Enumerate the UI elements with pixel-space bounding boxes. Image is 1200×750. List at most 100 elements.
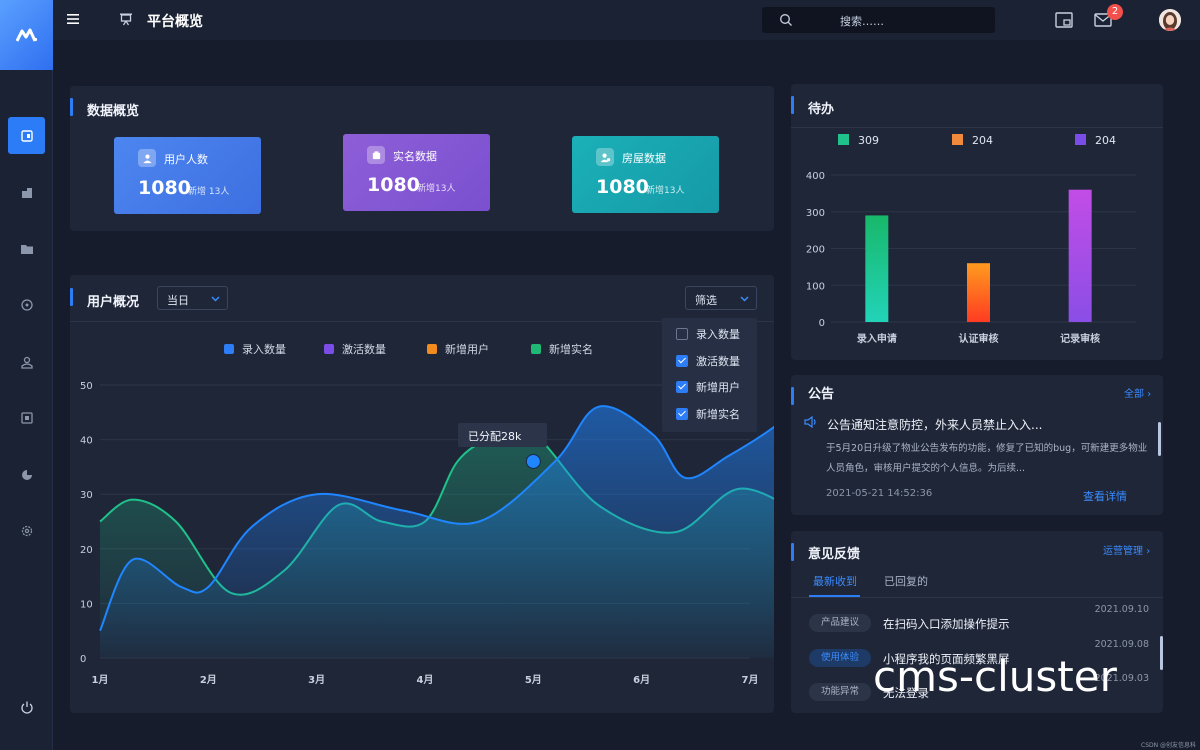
watermark-overlay-text: cms-cluster <box>873 652 1117 701</box>
period-value: 当日 <box>167 294 189 307</box>
y-tick-label: 50 <box>80 381 93 392</box>
chevron-down-icon <box>740 296 749 302</box>
logout-button[interactable] <box>8 688 45 725</box>
feedback-row[interactable]: 功能异常 无法登录 2021.09.03 <box>809 673 1149 707</box>
scrollbar-thumb[interactable] <box>1158 422 1161 456</box>
x-tick-label: 认证审核 <box>959 332 999 345</box>
mail-badge: 2 <box>1107 4 1123 20</box>
more-label: 全部 <box>1124 389 1144 400</box>
sidebar-item-building[interactable] <box>8 174 45 211</box>
stat-card-house[interactable]: 房屋数据 1080 新增13人 <box>572 136 719 213</box>
filter-option[interactable]: 新增用户 <box>676 379 740 395</box>
overview-panel: 数据概览 用户人数 1080 新增 13人 实名数据 1080 新增13人 房屋… <box>70 86 774 231</box>
tab-latest[interactable]: 最新收到 <box>813 575 857 588</box>
sidebar-item-target[interactable] <box>8 286 45 323</box>
scrollbar-thumb[interactable] <box>1160 636 1163 670</box>
menu-toggle-icon[interactable] <box>67 13 79 25</box>
notice-headline[interactable]: 公告通知注意防控，外来人员禁止入入... <box>827 418 1043 432</box>
feedback-panel: 意见反馈 运营管理 › 最新收到 已回复的 产品建议 在扫码入口添加操作提示 2… <box>791 531 1163 713</box>
filter-dropdown-menu: 录入数量 激活数量 新增用户 新增实名 <box>662 318 757 432</box>
notice-body: 于5月20日升级了物业公告发布的功能，修复了已知的bug，可新建更多物业人员角色… <box>826 443 1148 474</box>
feedback-row[interactable]: 使用体验 小程序我的页面频繁黑屏 2021.09.08 <box>809 639 1149 673</box>
manage-link[interactable]: 运营管理 › <box>1103 542 1150 557</box>
filter-option[interactable]: 激活数量 <box>676 353 740 369</box>
sidebar-item-settings[interactable] <box>8 512 45 549</box>
stat-card-realname[interactable]: 实名数据 1080 新增13人 <box>343 134 490 211</box>
stat-value: 1080 <box>367 174 420 196</box>
stat-sub: 新增 13人 <box>188 187 230 197</box>
legend-item[interactable]: 录入数量 <box>224 341 286 357</box>
todo-bar-chart: 0 100 200 300 400 录入申请 认证审核 记录审核 <box>806 171 1136 345</box>
user-icon <box>20 356 33 369</box>
checkbox[interactable] <box>676 328 688 340</box>
filter-option-label: 新增用户 <box>696 381 740 394</box>
y-tick-label: 20 <box>80 545 93 556</box>
notice-more-link[interactable]: 全部 › <box>1124 385 1151 400</box>
checkbox-checked[interactable] <box>676 355 688 367</box>
x-tick-label: 2月 <box>200 674 217 686</box>
top-header: 平台概览 搜索…… 2 <box>53 0 1200 40</box>
stat-sub: 新增13人 <box>646 186 685 196</box>
panel-accent <box>791 543 794 561</box>
app-logo[interactable] <box>0 0 53 70</box>
filter-option[interactable]: 新增实名 <box>676 406 740 422</box>
screen-icon[interactable] <box>1054 10 1074 30</box>
feedback-tag: 产品建议 <box>809 614 872 632</box>
legend-swatch <box>427 344 437 354</box>
search-input[interactable]: 搜索…… <box>762 7 995 33</box>
notice-time: 2021-05-21 14:52:36 <box>826 488 933 499</box>
blue-series-area <box>100 406 774 658</box>
sidebar-item-calendar[interactable] <box>8 399 45 436</box>
bar[interactable] <box>865 215 889 322</box>
feedback-tag: 功能异常 <box>809 683 872 701</box>
legend-item[interactable]: 新增用户 <box>427 341 489 357</box>
page-title: 平台概览 <box>147 14 203 30</box>
presentation-icon <box>120 13 132 26</box>
checkbox-checked[interactable] <box>676 381 688 393</box>
x-tick-label: 录入申请 <box>857 332 897 345</box>
legend-label: 新增用户 <box>445 343 489 356</box>
y-tick-label: 0 <box>80 654 86 665</box>
search-icon <box>780 14 792 26</box>
filter-option[interactable]: 录入数量 <box>676 326 740 342</box>
avatar[interactable] <box>1159 9 1181 31</box>
panel-accent <box>791 96 794 114</box>
feedback-text: 在扫码入口添加操作提示 <box>883 617 1010 631</box>
pie-chart-icon <box>21 469 32 480</box>
stat-value: 1080 <box>138 177 191 199</box>
user-line-chart: 0 10 20 30 40 50 1月 2月 3月 4月 5月 6月 7月 <box>80 381 774 686</box>
legend-swatch <box>952 134 963 145</box>
x-tick-label: 7月 <box>742 674 759 686</box>
y-tick-label: 400 <box>806 171 825 182</box>
panel-accent <box>791 387 794 405</box>
notice-detail-link[interactable]: 查看详情 <box>1083 490 1127 503</box>
legend-label: 204 <box>1095 134 1116 147</box>
legend-item[interactable]: 激活数量 <box>324 341 386 357</box>
sidebar-item-user[interactable] <box>8 343 45 380</box>
highlight-point[interactable] <box>525 453 541 469</box>
legend-label: 新增实名 <box>549 343 593 356</box>
sidebar-item-dashboard[interactable] <box>8 117 45 154</box>
bar[interactable] <box>967 263 990 322</box>
feedback-tag: 使用体验 <box>809 649 872 667</box>
stat-card-users[interactable]: 用户人数 1080 新增 13人 <box>114 137 261 214</box>
filter-select[interactable]: 筛选 <box>685 286 757 310</box>
legend-item[interactable]: 新增实名 <box>531 341 593 357</box>
filter-option-label: 新增实名 <box>696 408 740 421</box>
checkbox-checked[interactable] <box>676 408 688 420</box>
legend-swatch <box>324 344 334 354</box>
tab-replied[interactable]: 已回复的 <box>884 575 928 588</box>
sidebar-item-chart[interactable] <box>8 456 45 493</box>
bar[interactable] <box>1068 189 1092 322</box>
dashboard-icon <box>20 129 33 142</box>
legend-label: 309 <box>858 134 879 147</box>
sidebar-item-folder[interactable] <box>8 230 45 267</box>
user-chart-title: 用户概况 <box>87 295 140 310</box>
period-select[interactable]: 当日 <box>157 286 228 310</box>
legend-label: 激活数量 <box>342 343 386 356</box>
feedback-text: 无法登录 <box>883 686 929 700</box>
stat-label: 用户人数 <box>164 153 208 166</box>
panel-accent <box>70 288 73 306</box>
feedback-row[interactable]: 产品建议 在扫码入口添加操作提示 2021.09.10 <box>809 604 1149 638</box>
feedback-date: 2021.09.10 <box>1094 604 1149 615</box>
